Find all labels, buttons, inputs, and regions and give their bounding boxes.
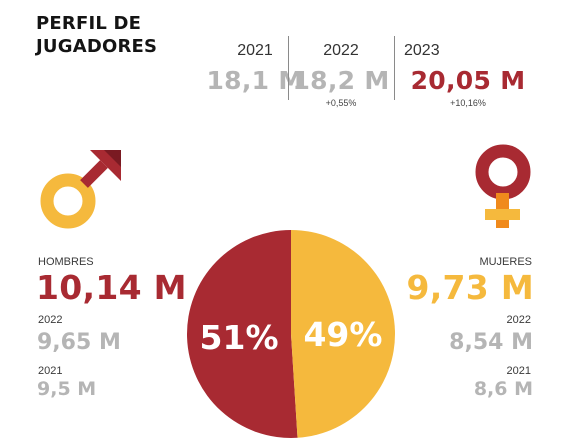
year-value: 18,1 M xyxy=(206,66,304,95)
year-value: 18,2 M xyxy=(292,66,390,95)
pie-label-mujeres: 49% xyxy=(303,315,382,354)
title-line-2: JUGADORES xyxy=(36,36,158,57)
year-2022-block: 2022 18,2 M +0,55% xyxy=(286,42,396,108)
men-2021-label: 2021 xyxy=(38,365,63,377)
page-title: PERFIL DE JUGADORES xyxy=(36,12,196,58)
year-value: 20,05 M xyxy=(410,66,526,95)
year-label: 2022 xyxy=(323,42,359,59)
men-2022-label: 2022 xyxy=(38,314,63,326)
women-2022-label: 2022 xyxy=(506,314,531,326)
pie-slice-mujeres xyxy=(291,230,395,438)
female-symbol-crossbar xyxy=(485,209,520,220)
pie-label-hombres: 51% xyxy=(200,318,279,357)
men-2022-value: 9,65 M xyxy=(37,330,121,355)
men-value: 10,14 M xyxy=(36,268,187,307)
women-2021-label: 2021 xyxy=(506,365,531,377)
year-label: 2023 xyxy=(404,42,440,59)
women-label: MUJERES xyxy=(479,256,532,268)
female-symbol-ring xyxy=(475,144,531,200)
divider xyxy=(288,36,289,100)
female-symbol-icon xyxy=(475,144,531,228)
male-symbol-shaft xyxy=(80,160,108,188)
year-variation: +0,55% xyxy=(325,98,357,108)
women-2021-value: 8,6 M xyxy=(473,378,533,400)
year-variation: +10,16% xyxy=(450,98,486,108)
male-symbol-ring xyxy=(40,173,96,229)
pie-slice-hombres xyxy=(186,230,298,438)
year-label: 2021 xyxy=(237,42,273,59)
divider xyxy=(394,36,395,100)
male-symbol-arrowhead-shade xyxy=(104,150,121,167)
year-2021-block: 2021 18,1 M xyxy=(200,42,310,95)
year-2023-block: 2023 20,05 M +10,16% xyxy=(403,42,533,108)
pie-chart: 51% 49% xyxy=(186,230,395,438)
women-value: 9,73 M xyxy=(406,268,534,307)
women-2022-value: 8,54 M xyxy=(449,330,533,355)
title-line-1: PERFIL DE xyxy=(36,13,142,34)
men-label: HOMBRES xyxy=(38,256,94,268)
men-2021-value: 9,5 M xyxy=(37,378,97,400)
male-symbol-icon xyxy=(40,150,121,229)
